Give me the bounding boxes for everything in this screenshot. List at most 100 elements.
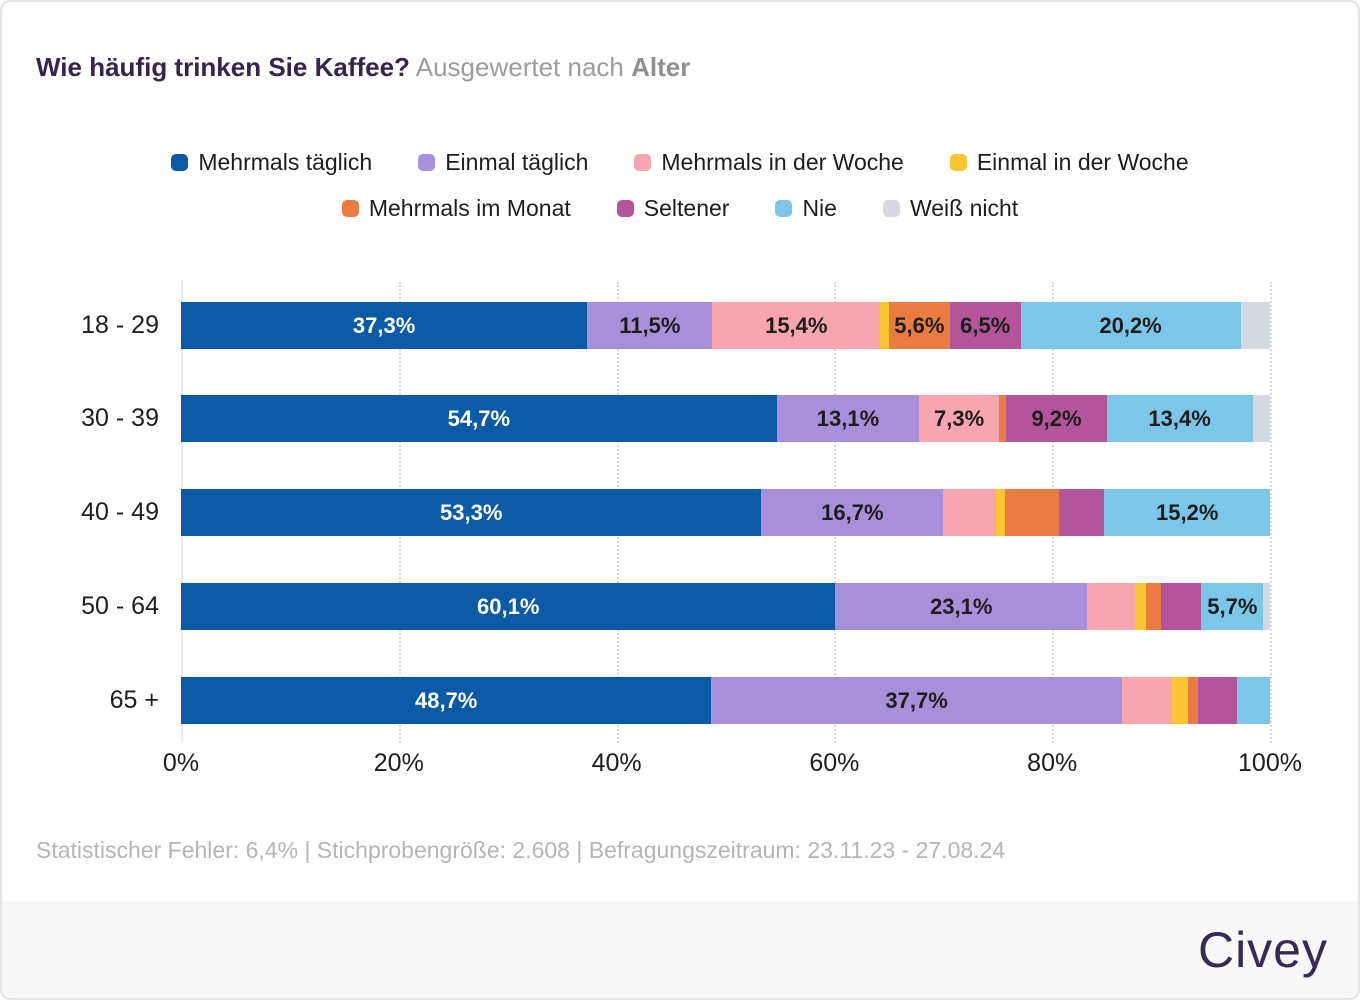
bar-segment-label: 7,3% [933,405,985,431]
bar-segment: 60,1% [181,583,836,630]
legend-item: Mehrmals im Monat [341,195,571,222]
bar-segment: 54,7% [181,395,777,442]
bar-segment-label: 48,7% [414,687,478,713]
bar-segment: 37,3% [181,302,588,349]
legend-label: Mehrmals im Monat [368,195,571,221]
legend-label: Seltener [643,195,730,221]
x-tick-label: 20% [373,749,424,777]
bar-segment [1058,489,1105,536]
bar-segment-label: 15,4% [765,312,828,338]
legend-item: Mehrmals in der Woche [634,149,904,176]
bar-segment: 9,2% [1006,395,1107,442]
bar-segment [1240,302,1270,349]
bar-segment-label: 13,4% [1148,405,1211,431]
bar-segment-label: 6,5% [960,312,1011,338]
brand-bar: Civey [2,901,1358,998]
bar-segment [1171,677,1189,724]
bar-segment: 20,2% [1020,302,1241,349]
legend-item: Einmal täglich [418,149,588,176]
question-title: Wie häufig trinken Sie Kaffee? [36,52,410,82]
legend-item: Mehrmals täglich [171,149,372,176]
bar-segment-label: 16,7% [821,499,884,525]
legend-swatch-icon [775,200,793,217]
bar-segment [1188,677,1199,724]
bar-segment: 53,3% [181,489,762,536]
legend-item: Weiß nicht [882,195,1019,222]
legend-swatch-icon [341,200,359,217]
subtitle-emphasis: Alter [631,52,691,82]
bar-segment: 15,2% [1104,489,1270,536]
category-label: 30 - 39 [81,404,159,432]
legend-swatch-icon [634,154,652,171]
bar-segment [1145,583,1162,630]
bar-segment [880,302,889,349]
legend-item: Seltener [616,195,730,222]
legend-swatch-icon [949,154,967,171]
bar-segment [1263,583,1270,630]
bar-segment: 13,4% [1106,395,1253,442]
bar-segment-label: 5,6% [894,312,945,338]
legend-label: Einmal täglich [445,149,589,175]
bar-segment-label: 20,2% [1099,312,1162,338]
bar-segment: 13,1% [776,395,920,442]
bar-segment-label: 53,3% [440,499,503,525]
bar-segment [1134,583,1146,630]
category-label: 40 - 49 [81,498,159,526]
category-label: 65 + [109,686,159,714]
x-tick-label: 40% [591,749,642,777]
bar-row: 37,3% 11,5% 15,4% 5,6% 6,5% 20,2% [181,302,1270,349]
bar-segment [998,395,1007,442]
x-tick-label: 60% [809,749,860,777]
plot-area: 37,3% 11,5% 15,4% 5,6% 6,5% 20,2% 54,7% 13,1% 7,… [181,280,1272,743]
x-tick-label: 0% [162,749,200,777]
legend-swatch-icon [882,200,900,217]
bar-segment-label: 11,5% [619,312,681,338]
bar-segment: 5,7% [1201,583,1264,630]
legend-item: Nie [775,195,837,222]
bar-segment [995,489,1006,536]
legend-item: Einmal in der Woche [949,149,1189,176]
bar-segment: 5,6% [888,302,950,349]
category-label: 18 - 29 [81,311,159,339]
bar-segment [1198,677,1238,724]
bar-segment: 7,3% [919,395,999,442]
legend-label: Einmal in der Woche [976,149,1189,175]
bar-row: 54,7% 13,1% 7,3% 9,2% 13,4% [181,395,1270,442]
legend-row: Mehrmals im Monat Seltener Nie Weiß nicht [341,195,1019,222]
bar-segment: 6,5% [949,302,1021,349]
bar-segment [1237,677,1270,724]
legend-swatch-icon [418,154,436,171]
bar-segment: 23,1% [835,583,1088,630]
gridline [1270,282,1272,743]
x-tick-label: 100% [1238,749,1302,777]
bar-segment: 16,7% [761,489,944,536]
x-axis: 0% 20% 40% 60% 80% 100% [163,749,1302,779]
category-label: 50 - 64 [81,592,159,620]
bar-segment [1161,583,1202,630]
bar-segment [1252,395,1270,442]
bar-segment-label: 13,1% [816,405,880,431]
bar-segment: 11,5% [587,302,713,349]
bar-segment-label: 54,7% [447,405,511,431]
bar-segment-label: 60,1% [477,593,540,619]
legend: Mehrmals täglich Einmal täglich Mehrmals i… [36,149,1324,222]
legend-label: Nie [802,195,837,221]
bar-segment [1005,489,1059,536]
bar-row: 60,1% 23,1% 5,7% [181,583,1270,630]
bar-segment: 48,7% [181,677,712,724]
bar-segment [943,489,996,536]
bar-segment [1121,677,1172,724]
page-title: Wie häufig trinken Sie Kaffee? Ausgewert… [36,52,690,83]
legend-label: Weiß nicht [909,195,1019,221]
row-labels: 18 - 29 30 - 39 40 - 49 50 - 64 65 + [2,282,159,743]
legend-row: Mehrmals täglich Einmal täglich Mehrmals i… [171,149,1189,176]
stats-line: Statistischer Fehler: 6,4% | Stichproben… [36,837,1006,863]
legend-label: Mehrmals täglich [198,149,373,175]
bar-segment-label: 5,7% [1207,593,1258,619]
bar-row: 53,3% 16,7% 15,2% [181,489,1270,536]
subtitle: Ausgewertet nach [409,52,632,82]
bar-segment-label: 23,1% [930,593,993,619]
civey-logo: Civey [1197,921,1328,978]
legend-swatch-icon [171,154,189,171]
